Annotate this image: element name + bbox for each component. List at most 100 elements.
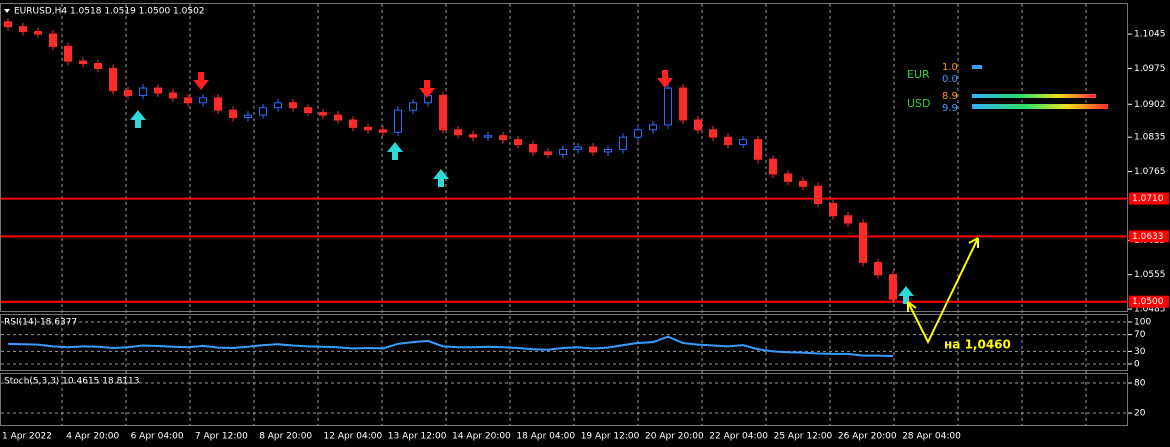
sell-arrow bbox=[193, 72, 209, 90]
strength-value: 9.9 bbox=[942, 103, 958, 114]
time-label: 19 Apr 12:00 bbox=[581, 432, 640, 442]
candle-body bbox=[709, 129, 717, 138]
candle-body bbox=[199, 97, 207, 104]
candle-body bbox=[814, 185, 822, 204]
candle-body bbox=[349, 119, 357, 128]
candle-body bbox=[574, 146, 582, 150]
sell-arrow bbox=[419, 80, 435, 98]
candle-body bbox=[34, 31, 42, 35]
candle-body bbox=[499, 135, 507, 141]
candle-body bbox=[589, 146, 597, 153]
strength-value: 0.0 bbox=[942, 74, 958, 85]
time-label: 7 Apr 12:00 bbox=[195, 432, 248, 442]
strength-value: 8.9 bbox=[942, 91, 958, 102]
strength-bar bbox=[972, 65, 982, 69]
candle-body bbox=[229, 109, 237, 119]
y-tick-label: 1.0555 bbox=[1134, 270, 1166, 280]
y-tick-label: 80 bbox=[1134, 379, 1146, 389]
strength-widget: EUR 1.0 0.0 USD 8.9 9.9 bbox=[907, 62, 1108, 114]
candle-body bbox=[724, 136, 732, 146]
buy-arrow bbox=[130, 110, 146, 128]
candle-body bbox=[754, 139, 762, 160]
candle-body bbox=[679, 87, 687, 121]
y-tick-label: 20 bbox=[1134, 409, 1146, 419]
candle-body bbox=[874, 261, 882, 276]
y-tick-label: 1.0485 bbox=[1134, 305, 1166, 315]
y-tick-label: 70 bbox=[1134, 330, 1146, 340]
candle-body bbox=[604, 148, 612, 153]
symbol-header: EURUSD,H4 1.0518 1.0519 1.0500 1.0502 bbox=[14, 7, 205, 17]
strength-bar bbox=[972, 104, 1108, 109]
candle-body bbox=[454, 129, 462, 136]
time-label: 13 Apr 12:00 bbox=[388, 432, 447, 442]
level-tag bbox=[1129, 230, 1169, 243]
y-tick-label: 1.0765 bbox=[1134, 167, 1166, 177]
panel-title: RSI(14) 18.6377 bbox=[4, 318, 77, 328]
time-label: 8 Apr 20:00 bbox=[259, 432, 312, 442]
buy-arrow bbox=[387, 142, 403, 160]
time-label: 4 Apr 20:00 bbox=[66, 432, 119, 442]
candle-body bbox=[694, 119, 702, 131]
currency: EUR bbox=[907, 68, 930, 81]
y-tick-label: 1.0835 bbox=[1134, 133, 1166, 143]
candle-body bbox=[154, 87, 162, 94]
strength-value: 1.0 bbox=[942, 62, 958, 73]
time-label: 22 Apr 04:00 bbox=[709, 432, 768, 442]
forecast-path bbox=[907, 237, 979, 345]
candle-body bbox=[169, 92, 177, 99]
candle-body bbox=[559, 148, 567, 155]
y-tick-label: 1.1045 bbox=[1134, 30, 1166, 40]
level-label: 1.0500 bbox=[1132, 297, 1164, 307]
buy-arrow bbox=[433, 169, 449, 187]
signal-arrows bbox=[130, 70, 914, 304]
time-label: 1 Apr 2022 bbox=[2, 432, 52, 442]
candle-body bbox=[274, 102, 282, 109]
candle-body bbox=[544, 151, 552, 155]
candle-body bbox=[244, 114, 252, 119]
y-tick-label: 100 bbox=[1134, 318, 1151, 328]
buy-arrow bbox=[898, 286, 914, 304]
main-frame bbox=[0, 3, 1128, 312]
candle-body bbox=[109, 67, 117, 92]
candle-body bbox=[94, 63, 102, 69]
candle-body bbox=[784, 173, 792, 182]
level-label: 1.0633 bbox=[1132, 232, 1164, 242]
candle-body bbox=[859, 222, 867, 263]
menu-caret[interactable] bbox=[4, 9, 10, 13]
candle-body bbox=[889, 274, 897, 300]
candle-body bbox=[844, 215, 852, 224]
stoch-frame bbox=[0, 373, 1128, 426]
forecast-arrowheads bbox=[907, 237, 979, 312]
candle-body bbox=[649, 124, 657, 131]
indicator-line bbox=[7, 335, 894, 358]
candle-body bbox=[139, 87, 147, 96]
level-label: 1.0710 bbox=[1132, 194, 1164, 204]
candle-body bbox=[319, 112, 327, 116]
candle-body bbox=[394, 109, 402, 133]
candle-body bbox=[19, 26, 27, 33]
time-label: 14 Apr 20:00 bbox=[452, 432, 511, 442]
candle-body bbox=[289, 102, 297, 109]
time-label: 18 Apr 04:00 bbox=[516, 432, 575, 442]
candle-body bbox=[769, 158, 777, 175]
candle-body bbox=[64, 45, 72, 62]
candle-body bbox=[79, 60, 87, 65]
candle-body bbox=[469, 134, 477, 138]
sell-arrow bbox=[657, 70, 673, 88]
candle-body bbox=[484, 135, 492, 138]
rsi-frame bbox=[0, 314, 1128, 371]
candle-body bbox=[664, 87, 672, 126]
y-tick-label: 1.0975 bbox=[1134, 64, 1166, 74]
candle-body bbox=[259, 107, 267, 116]
candle-body bbox=[124, 90, 132, 96]
time-label: 20 Apr 20:00 bbox=[645, 432, 704, 442]
y-tick-label: 1.0902 bbox=[1134, 100, 1166, 110]
annotation: на 1,0460 bbox=[944, 338, 1011, 352]
candle-body bbox=[214, 97, 222, 111]
candle-body bbox=[364, 126, 372, 131]
currency: USD bbox=[907, 97, 931, 110]
candle-body bbox=[514, 139, 522, 146]
candle-body bbox=[304, 107, 312, 114]
candle-body bbox=[829, 202, 837, 217]
candle-body bbox=[439, 94, 447, 131]
